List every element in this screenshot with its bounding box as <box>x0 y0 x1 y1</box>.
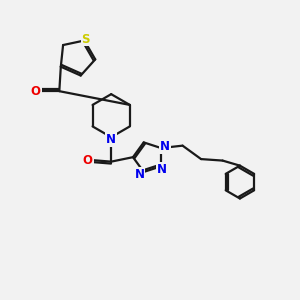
Text: N: N <box>134 168 145 181</box>
Text: O: O <box>31 85 41 98</box>
Text: N: N <box>106 133 116 146</box>
Text: O: O <box>82 154 93 167</box>
Text: N: N <box>157 164 167 176</box>
Text: S: S <box>82 32 90 46</box>
Text: N: N <box>160 140 170 153</box>
